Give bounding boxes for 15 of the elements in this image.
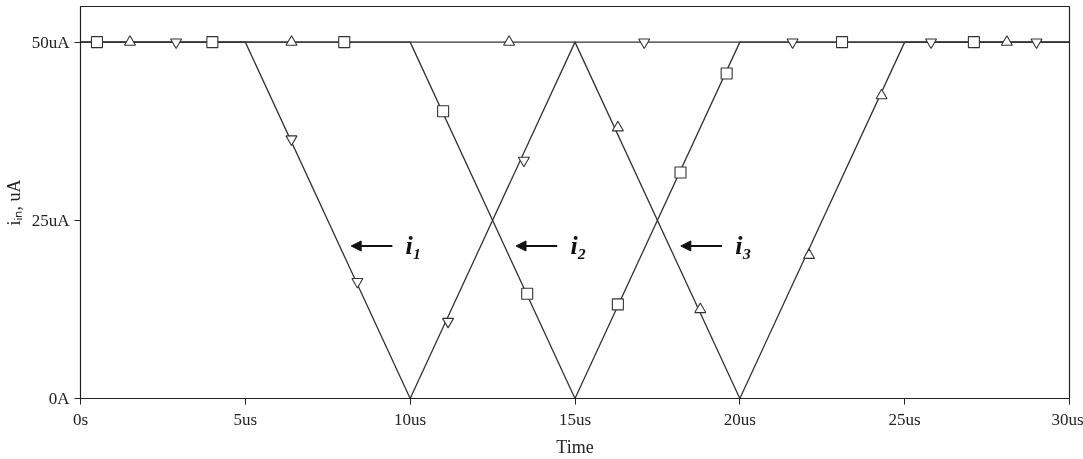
- annotation: i₂: [570, 231, 587, 261]
- x-tick-label: 20us: [723, 409, 756, 429]
- x-tick-label: 10us: [394, 409, 427, 429]
- annotation: i₁: [405, 231, 422, 261]
- x-axis-title: Time: [556, 436, 594, 457]
- x-tick-label: 30us: [1051, 409, 1083, 429]
- y-tick-label: 50uA: [31, 32, 71, 52]
- x-tick-label: 25us: [888, 409, 921, 429]
- y-axis-title: iᵢₙ, uA: [3, 179, 24, 226]
- x-tick-label: 0s: [72, 409, 89, 429]
- y-tick-label: 25uA: [31, 210, 71, 230]
- x-tick-label: 5us: [233, 409, 258, 429]
- x-tick-label: 15us: [558, 409, 592, 429]
- y-tick-label: 0A: [48, 389, 71, 408]
- annotation: i₃: [735, 231, 752, 261]
